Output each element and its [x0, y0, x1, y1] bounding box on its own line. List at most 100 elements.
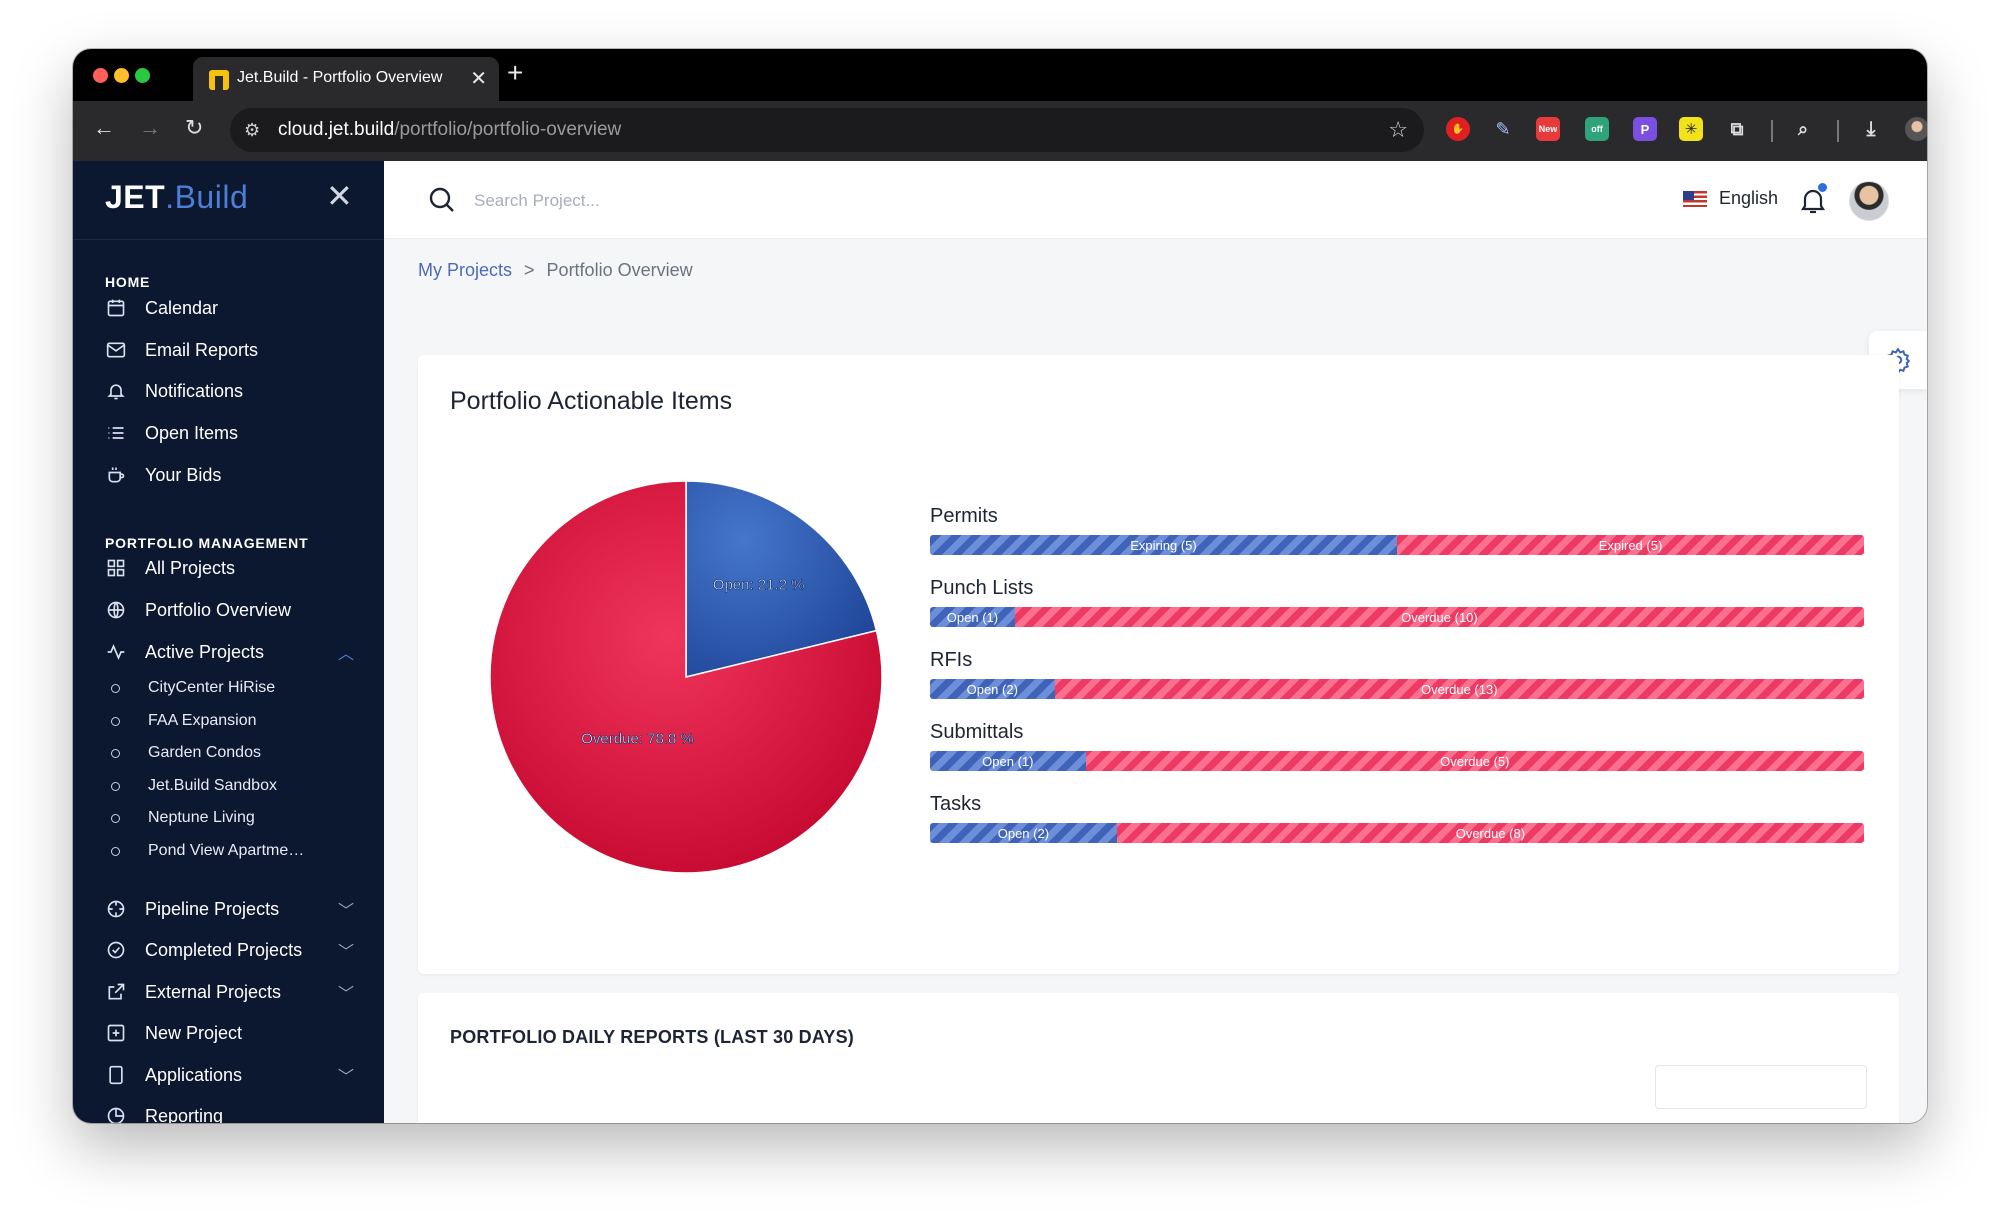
bar-segment-open[interactable]: Open (1)	[930, 751, 1086, 771]
breadcrumb-separator: >	[524, 260, 535, 280]
sidebar-subitem-project[interactable]: CityCenter HiRise	[111, 673, 275, 703]
browser-tab[interactable]: Jet.Build - Portfolio Overview ✕	[193, 57, 499, 101]
bullet-icon	[111, 683, 120, 693]
sidebar-item-active-projects[interactable]: Active Projects ︿	[105, 635, 354, 669]
reload-icon[interactable]: ↻	[185, 115, 204, 140]
bar-segment-overdue[interactable]: Overdue (13)	[1054, 679, 1864, 699]
list-icon	[105, 422, 127, 444]
sidebar-item-completed-projects[interactable]: Completed Projects ﹀	[105, 933, 354, 967]
search-input[interactable]	[474, 187, 874, 215]
sidebar-close-icon[interactable]: ✕	[326, 178, 353, 214]
sidebar-item-pipeline-projects[interactable]: Pipeline Projects ﹀	[105, 892, 354, 926]
check-circle-icon	[105, 939, 127, 961]
stacked-bar: Open (2) Overdue (13)	[930, 679, 1864, 699]
section-title-home: HOME	[105, 274, 151, 290]
date-range-input[interactable]	[1655, 1065, 1867, 1109]
search-icon[interactable]	[426, 184, 458, 216]
bar-segment-overdue[interactable]: Expired (5)	[1397, 535, 1864, 555]
download-icon[interactable]: ⤓	[1866, 117, 1876, 140]
sidebar-item-your-bids[interactable]: Your Bids	[105, 458, 354, 492]
chevron-up-icon[interactable]: ︿	[337, 646, 354, 663]
bar-segment-open[interactable]: Open (2)	[930, 679, 1055, 699]
top-bar: English	[384, 161, 1927, 239]
chevron-down-icon[interactable]: ﹀	[337, 903, 354, 920]
tab-bar: Jet.Build - Portfolio Overview ✕ +	[73, 49, 1927, 101]
notification-dot	[1818, 183, 1827, 192]
brand-logo[interactable]: JET.Build	[105, 179, 248, 216]
notification-bell-icon[interactable]	[1799, 186, 1827, 216]
sidebar-subitem-label: FAA Expansion	[148, 712, 257, 729]
bar-segment-overdue[interactable]: Overdue (5)	[1085, 751, 1864, 771]
chevron-down-icon[interactable]: ﹀	[337, 1069, 354, 1086]
sidebar-subitem-project[interactable]: Pond View Apartme…	[111, 836, 304, 866]
sidebar-item-calendar[interactable]: Calendar	[105, 291, 354, 325]
p-extension-icon[interactable]: P	[1633, 117, 1657, 141]
bar-category-label: Permits	[930, 505, 998, 527]
eyedropper-icon[interactable]: ✎	[1495, 118, 1511, 139]
close-window-button[interactable]	[93, 68, 108, 83]
sidebar-subitem-project[interactable]: Neptune Living	[111, 803, 255, 833]
url-text[interactable]: cloud.jet.build/portfolio/portfolio-over…	[278, 119, 621, 141]
language-label: English	[1718, 188, 1778, 208]
yellow-extension-icon[interactable]: ✳	[1679, 117, 1703, 141]
sidebar-item-email-reports[interactable]: Email Reports	[105, 333, 354, 367]
new-tab-button[interactable]: +	[507, 57, 524, 88]
sidebar-subitem-project[interactable]: FAA Expansion	[111, 706, 257, 736]
user-avatar[interactable]	[1849, 181, 1889, 221]
pie-slice[interactable]	[489, 480, 883, 874]
tablet-icon	[105, 1064, 127, 1086]
external-link-icon	[105, 981, 127, 1003]
sidebar-item-new-project[interactable]: New Project	[105, 1016, 354, 1050]
activity-icon	[105, 641, 127, 663]
new-extension-icon[interactable]: New	[1536, 117, 1560, 141]
sidebar-item-all-projects[interactable]: All Projects	[105, 551, 354, 585]
maximize-window-button[interactable]	[135, 68, 150, 83]
app-root: JET.Build ✕ HOME Calendar Email Reports …	[73, 161, 1927, 1123]
back-arrow-icon[interactable]: ←	[93, 115, 115, 140]
bar-row: Permits Expiring (5) Expired (5)	[930, 505, 1864, 555]
bar-segment-open[interactable]: Expiring (5)	[930, 535, 1397, 555]
sidebar-item-notifications[interactable]: Notifications	[105, 374, 354, 408]
off-extension-icon[interactable]: off	[1585, 117, 1609, 141]
bar-segment-open[interactable]: Open (2)	[930, 823, 1117, 843]
bullet-icon	[111, 716, 120, 726]
extensions-puzzle-icon[interactable]: ⧉	[1730, 118, 1744, 139]
bell-icon	[105, 380, 127, 402]
address-bar[interactable]: ⚙ cloud.jet.build/portfolio/portfolio-ov…	[230, 108, 1424, 152]
sidebar-subitem-project[interactable]: Garden Condos	[111, 738, 261, 768]
overdue-vs-open-pie-chart: Open: 21.2 % Overdue: 78.8 %	[489, 480, 883, 874]
tab-search-icon[interactable]: ⌕	[1797, 118, 1809, 139]
section-title-portfolio-management: PORTFOLIO MANAGEMENT	[105, 535, 309, 551]
bar-segment-open[interactable]: Open (1)	[930, 607, 1015, 627]
sidebar-subitem-label: Garden Condos	[148, 744, 261, 761]
bullet-icon	[111, 813, 120, 823]
forward-arrow-icon[interactable]: →	[139, 115, 161, 140]
sidebar-item-external-projects[interactable]: External Projects ﹀	[105, 975, 354, 1009]
bookmark-star-icon[interactable]: ☆	[1388, 117, 1408, 142]
sidebar-item-open-items[interactable]: Open Items	[105, 416, 354, 450]
sidebar-item-applications[interactable]: Applications ﹀	[105, 1058, 354, 1092]
bullet-icon	[111, 846, 120, 856]
tab-close-icon[interactable]: ✕	[470, 68, 487, 90]
chevron-down-icon[interactable]: ﹀	[337, 986, 354, 1003]
bar-segment-overdue[interactable]: Overdue (10)	[1014, 607, 1864, 627]
ublock-icon[interactable]: ✋	[1446, 117, 1470, 141]
pie-icon	[105, 1105, 127, 1123]
breadcrumb-my-projects[interactable]: My Projects	[418, 260, 513, 280]
sidebar-item-portfolio-overview[interactable]: Portfolio Overview	[105, 593, 354, 627]
browser-toolbar: ← → ↻ ⚙ cloud.jet.build/portfolio/portfo…	[73, 101, 1927, 161]
bar-category-label: RFIs	[930, 649, 973, 671]
bar-category-label: Tasks	[930, 793, 982, 815]
language-selector[interactable]: English	[1682, 188, 1778, 209]
site-settings-icon[interactable]: ⚙	[244, 120, 261, 140]
bar-row: Submittals Open (1) Overdue (5)	[930, 721, 1864, 771]
profile-avatar-icon[interactable]	[1905, 117, 1927, 141]
bar-segment-overdue[interactable]: Overdue (8)	[1116, 823, 1864, 843]
sidebar-item-reporting[interactable]: Reporting	[105, 1099, 354, 1123]
chevron-down-icon[interactable]: ﹀	[337, 944, 354, 961]
minimize-window-button[interactable]	[114, 68, 129, 83]
breadcrumb-current: Portfolio Overview	[546, 260, 693, 280]
url-path: /portfolio/portfolio-overview	[394, 119, 622, 140]
pie-slice[interactable]	[685, 480, 878, 678]
sidebar-subitem-project[interactable]: Jet.Build Sandbox	[111, 771, 277, 801]
